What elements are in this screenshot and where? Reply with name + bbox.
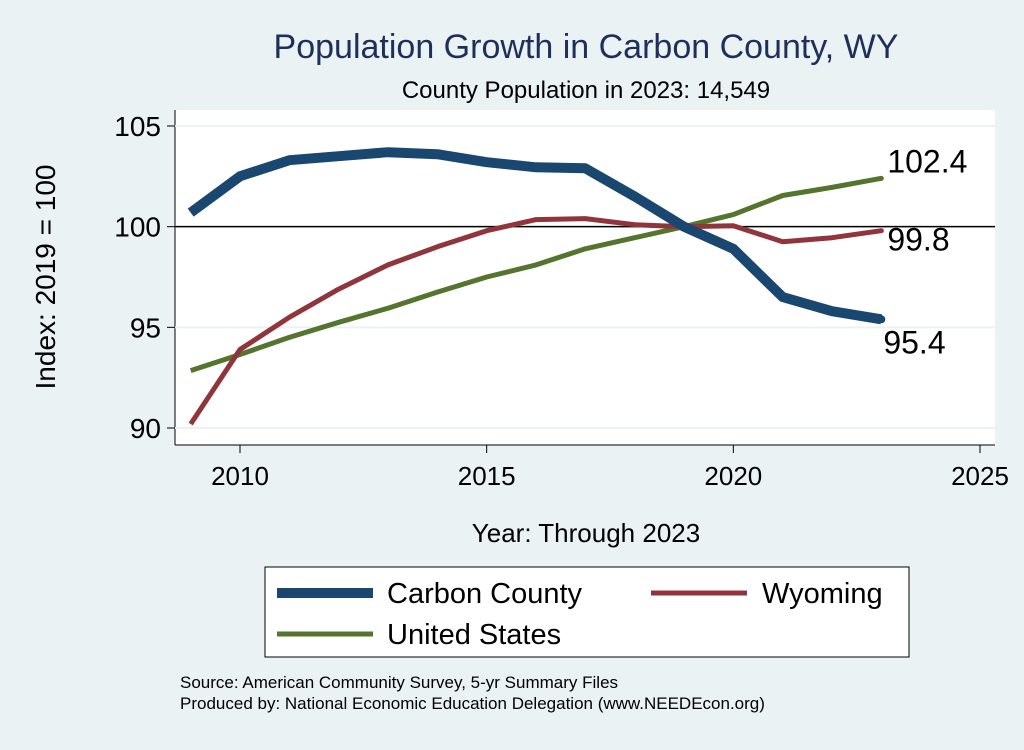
x-axis-label: Year: Through 2023 bbox=[472, 518, 700, 548]
series-endpoint-carbon-county bbox=[877, 315, 886, 324]
y-tick-label: 105 bbox=[114, 111, 161, 142]
series-line-united-states bbox=[189, 175, 882, 373]
series-endpoint-united-states bbox=[878, 175, 884, 181]
end-value-labels: 95.4 99.8 102.4 bbox=[883, 143, 967, 360]
y-tick-label: 90 bbox=[130, 413, 161, 444]
legend: Carbon County Wyoming United States bbox=[277, 578, 883, 651]
legend-label: Wyoming bbox=[762, 578, 883, 610]
y-tick-label: 95 bbox=[130, 312, 161, 343]
y-tick-label: 100 bbox=[114, 212, 161, 243]
series-line-wyoming bbox=[188, 216, 882, 426]
chart-title: Population Growth in Carbon County, WY bbox=[274, 28, 899, 66]
series-lines bbox=[187, 147, 886, 426]
legend-box bbox=[264, 566, 910, 658]
series-endpoint-wyoming bbox=[878, 228, 884, 234]
x-tick-label: 2020 bbox=[704, 461, 762, 491]
chart-subtitle: County Population in 2023: 14,549 bbox=[402, 77, 770, 104]
end-label: 102.4 bbox=[887, 143, 967, 179]
legend-label: United States bbox=[387, 619, 561, 651]
y-axis-ticks: 90 95 100 105 bbox=[114, 111, 175, 444]
y-axis-label: Index: 2019 = 100 bbox=[30, 165, 61, 390]
x-tick-label: 2015 bbox=[458, 461, 516, 491]
source-note: Source: American Community Survey, 5-yr … bbox=[180, 673, 618, 692]
x-tick-label: 2010 bbox=[211, 461, 269, 491]
produced-by-note: Produced by: National Economic Education… bbox=[180, 694, 765, 713]
series-line-carbon-county bbox=[187, 147, 883, 325]
legend-label: Carbon County bbox=[387, 578, 583, 610]
end-label: 99.8 bbox=[887, 222, 949, 258]
x-tick-label: 2025 bbox=[951, 461, 1009, 491]
x-axis-ticks: 2010 2015 2020 2025 bbox=[211, 445, 1009, 491]
end-label: 95.4 bbox=[883, 324, 945, 360]
